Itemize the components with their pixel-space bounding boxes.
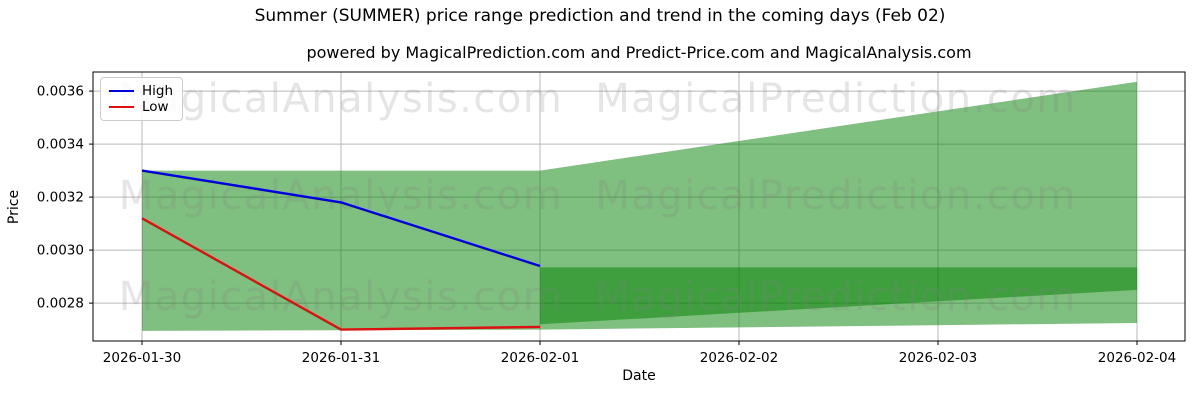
watermark-text: MagicalAnalysis.com [119, 173, 564, 219]
y-tick-label: 0.0028 [37, 296, 84, 312]
x-tick-label: 2026-02-04 [1098, 350, 1176, 366]
x-axis-label: Date [622, 368, 656, 384]
x-tick-label: 2026-02-03 [899, 350, 977, 366]
series-line-high [141, 169, 541, 268]
legend-high-line-swatch [109, 89, 134, 93]
x-tick-label: 2026-02-02 [700, 350, 778, 366]
watermark-text: MagicalAnalysis.com [119, 76, 564, 122]
legend-item-low: Low [109, 99, 174, 115]
y-tick-label: 0.0032 [37, 190, 84, 206]
y-tick-label: 0.0036 [37, 84, 84, 100]
figure-title: Summer (SUMMER) price range prediction a… [254, 6, 946, 26]
legend: High Low [100, 77, 183, 121]
x-tick-label: 2026-01-31 [302, 350, 380, 366]
y-tick-label: 0.0030 [37, 243, 84, 259]
legend-low-line-swatch [109, 105, 134, 109]
series-line-low [141, 217, 541, 331]
y-axis-label: Price [6, 189, 22, 225]
legend-item-high: High [109, 83, 174, 99]
axes-subtitle: powered by MagicalPrediction.com and Pre… [306, 43, 972, 62]
legend-low-label: Low [142, 99, 169, 115]
forecast-range-band [540, 267, 1137, 325]
axes-spine [92, 71, 1186, 342]
x-tick-label: 2026-01-30 [103, 350, 181, 366]
watermark-text: MagicalPrediction.com [595, 76, 1077, 122]
watermark-text: MagicalPrediction.com [595, 173, 1077, 219]
y-tick-label: 0.0034 [37, 137, 84, 153]
x-tick-label: 2026-02-01 [501, 350, 579, 366]
watermark-text: MagicalPrediction.com [595, 274, 1077, 320]
legend-high-label: High [142, 83, 174, 99]
watermark-text: MagicalAnalysis.com [119, 274, 564, 320]
